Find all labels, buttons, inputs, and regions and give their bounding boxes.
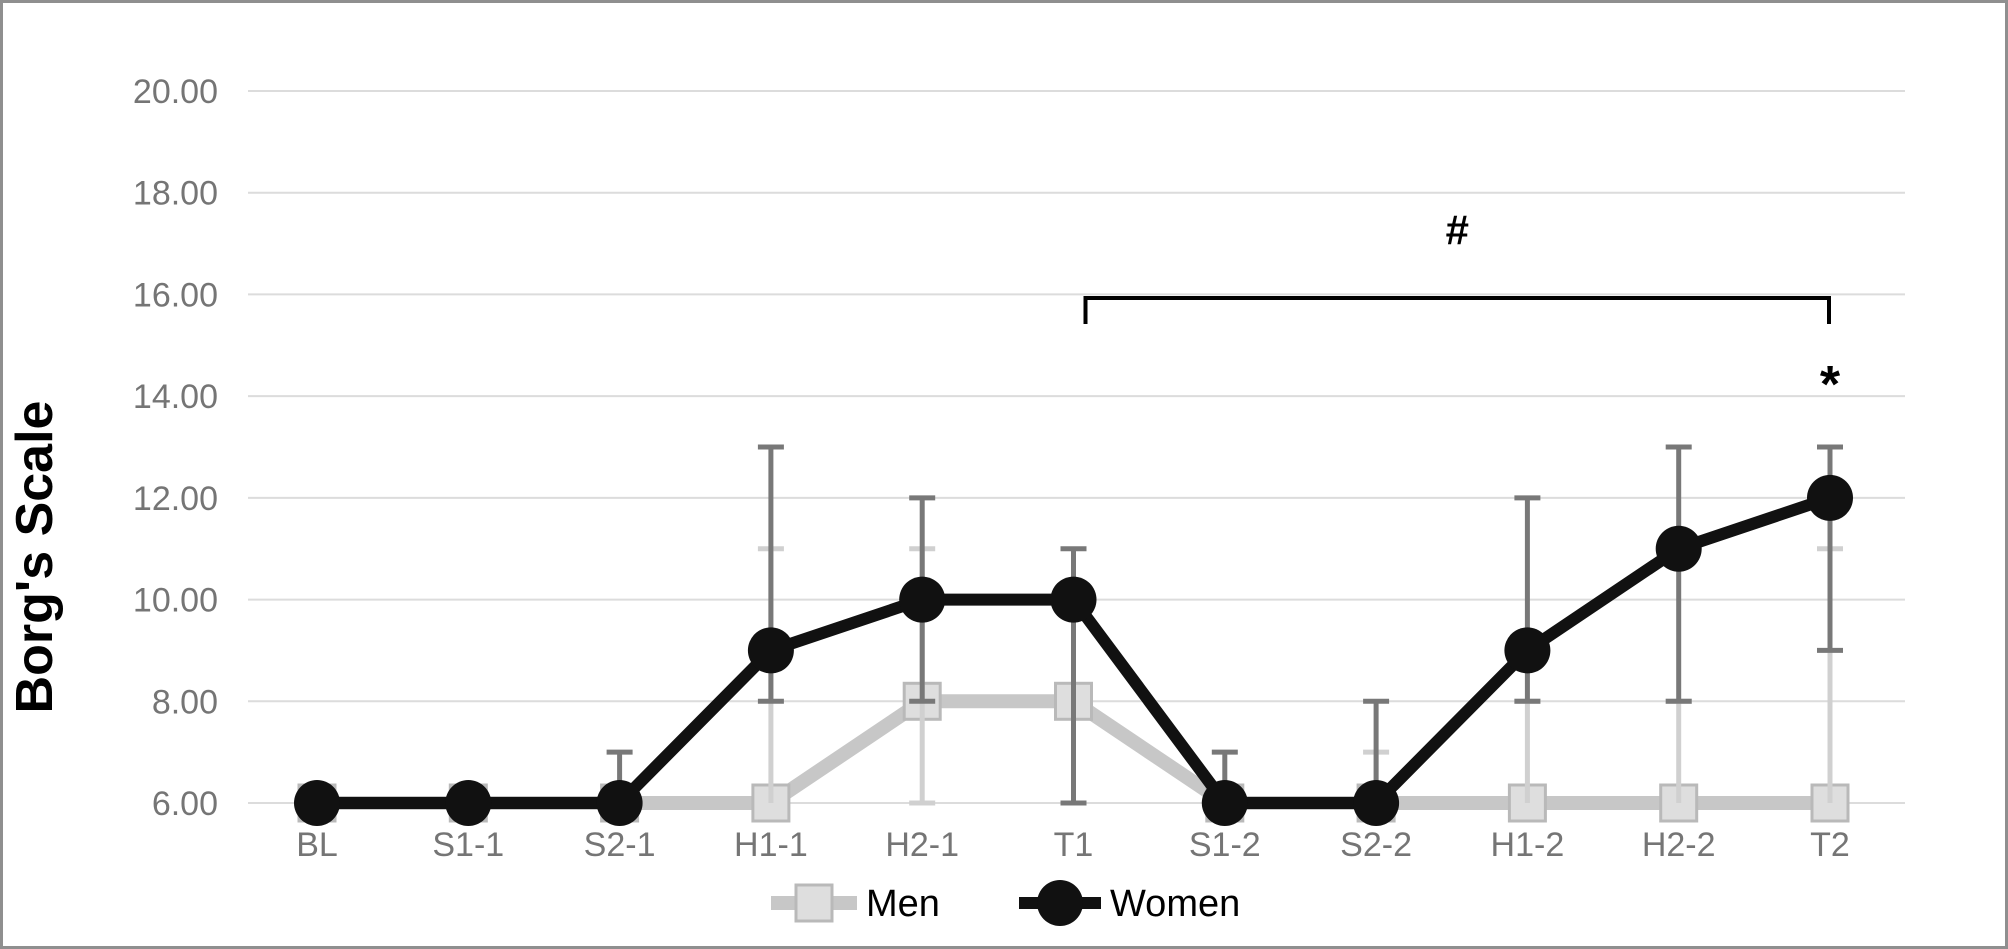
legend-women-marker-sample	[1037, 880, 1083, 926]
asterisk-annotation: *	[1820, 356, 1841, 414]
significance-bracket	[1083, 295, 1831, 324]
y-tick-label: 6.00	[152, 785, 218, 823]
x-category-label-h1-2: H1-2	[1491, 826, 1565, 864]
hash-annotation: #	[1446, 206, 1469, 253]
series-women-marker-h1-2	[1504, 627, 1551, 674]
y-tick-label: 10.00	[133, 582, 218, 620]
y-axis-title: Borg's Scale	[6, 401, 64, 714]
y-tick-label: 12.00	[133, 480, 218, 518]
series-women-marker-s1-1	[445, 780, 492, 826]
series-women-marker-s2-2	[1353, 780, 1400, 826]
series-women-marker-h1-1	[747, 627, 794, 674]
y-tick-label: 8.00	[152, 683, 218, 721]
legend-women-label: Women	[1110, 883, 1240, 925]
x-category-label-h2-2: H2-2	[1642, 826, 1716, 864]
x-category-label-s1-1: S1-1	[432, 826, 504, 864]
y-tick-label: 14.00	[133, 378, 218, 416]
y-tick-label: 16.00	[133, 276, 218, 314]
x-category-label-s2-2: S2-2	[1340, 826, 1412, 864]
x-category-label-h1-1: H1-1	[734, 826, 808, 864]
series-women-marker-h2-2	[1655, 525, 1702, 572]
x-category-label-bl: BL	[296, 826, 338, 864]
series-women-marker-s1-2	[1201, 780, 1248, 826]
series-women-marker-t2	[1807, 474, 1853, 521]
legend-men-label: Men	[866, 883, 940, 925]
y-tick-label: 20.00	[133, 73, 218, 111]
y-tick-label: 18.00	[133, 175, 218, 213]
x-category-label-t1: T1	[1054, 826, 1094, 864]
legend-men-marker-sample	[794, 883, 834, 923]
series-women-marker-s2-1	[596, 780, 643, 826]
series-women-marker-bl	[294, 780, 340, 826]
x-category-label-s2-1: S2-1	[584, 826, 656, 864]
series-women-marker-t1	[1050, 576, 1097, 623]
x-category-label-s1-2: S1-2	[1189, 826, 1261, 864]
series-women-marker-h2-1	[899, 576, 946, 623]
x-category-label-t2: T2	[1810, 826, 1850, 864]
x-category-label-h2-1: H2-1	[885, 826, 959, 864]
